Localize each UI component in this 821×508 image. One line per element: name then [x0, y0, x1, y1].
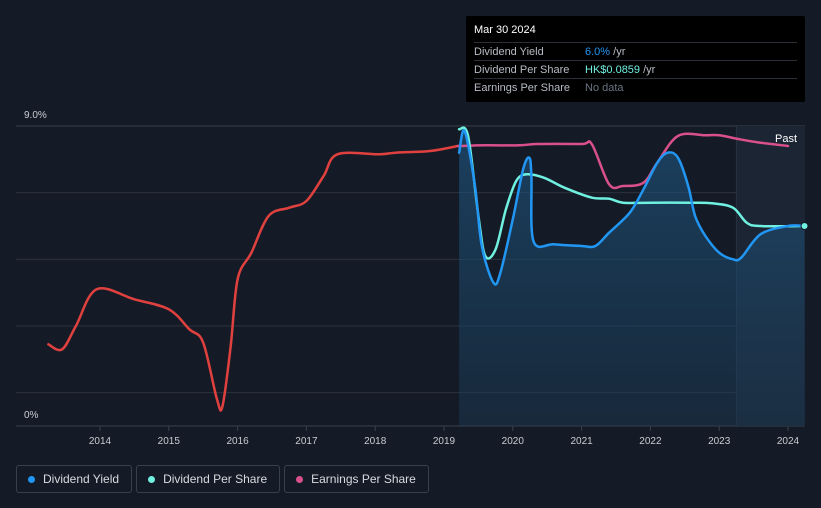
x-tick-label: 2016	[226, 436, 249, 447]
series-line-earnings-per-share	[456, 132, 790, 190]
x-tick-label: 2021	[570, 436, 593, 447]
legend-label: Dividend Yield	[43, 472, 120, 486]
tooltip-row-dividend-per-share: Dividend Per Share HK$0.0859 /yr	[474, 60, 797, 78]
tooltip-label: Dividend Per Share	[474, 63, 570, 76]
tooltip-label: Earnings Per Share	[474, 81, 570, 94]
x-tick-label: 2020	[502, 436, 525, 447]
legend-item-dividend-yield[interactable]: Dividend Yield	[16, 465, 133, 493]
past-label: Past	[775, 133, 797, 145]
legend-dot-icon	[148, 475, 156, 483]
x-tick-label: 2017	[295, 436, 318, 447]
tooltip-value: No data	[585, 81, 624, 94]
series-lines	[47, 126, 809, 412]
y-bottom-label: 0%	[24, 410, 39, 421]
legend: Dividend Yield Dividend Per Share Earnin…	[16, 465, 429, 493]
tooltip-value: HK$0.0859 /yr	[585, 63, 656, 76]
x-tick-label: 2024	[777, 436, 800, 447]
x-tick-label: 2022	[639, 436, 662, 447]
dividend-yield-area	[459, 130, 805, 426]
legend-item-dividend-per-share[interactable]: Dividend Per Share	[136, 465, 281, 493]
series-end-marker	[800, 222, 809, 230]
dividend-yield-fill	[459, 130, 805, 426]
x-tick-label: 2019	[433, 436, 456, 447]
tooltip-row-earnings-per-share: Earnings Per Share No data	[474, 78, 797, 96]
tooltip: Mar 30 2024 Dividend Yield 6.0% /yr Divi…	[466, 16, 805, 102]
x-tick-label: 2015	[158, 436, 181, 447]
legend-dot-icon	[296, 475, 304, 483]
legend-item-earnings-per-share[interactable]: Earnings Per Share	[284, 465, 429, 493]
tooltip-date: Mar 30 2024	[474, 24, 536, 36]
grid	[16, 125, 805, 427]
tooltip-row-dividend-yield: Dividend Yield 6.0% /yr	[474, 42, 797, 60]
legend-dot-icon	[28, 475, 35, 483]
y-top-label: 9.0%	[24, 110, 47, 121]
legend-label: Dividend Per Share	[163, 472, 268, 486]
series-line-dividend-yield	[457, 128, 806, 286]
series-line-dividend-per-share	[457, 126, 806, 260]
x-tick-label: 2018	[364, 436, 387, 447]
x-axis: 2014 2015 2016 2017 2018 2019 2020 2021 2022 2023…	[89, 426, 800, 447]
tooltip-label: Dividend Yield	[474, 45, 544, 58]
series-line-history	[47, 144, 460, 412]
tooltip-value: 6.0% /yr	[585, 45, 626, 58]
x-tick-label: 2023	[708, 436, 731, 447]
x-tick-label: 2014	[89, 436, 112, 447]
legend-label: Earnings Per Share	[311, 472, 416, 486]
